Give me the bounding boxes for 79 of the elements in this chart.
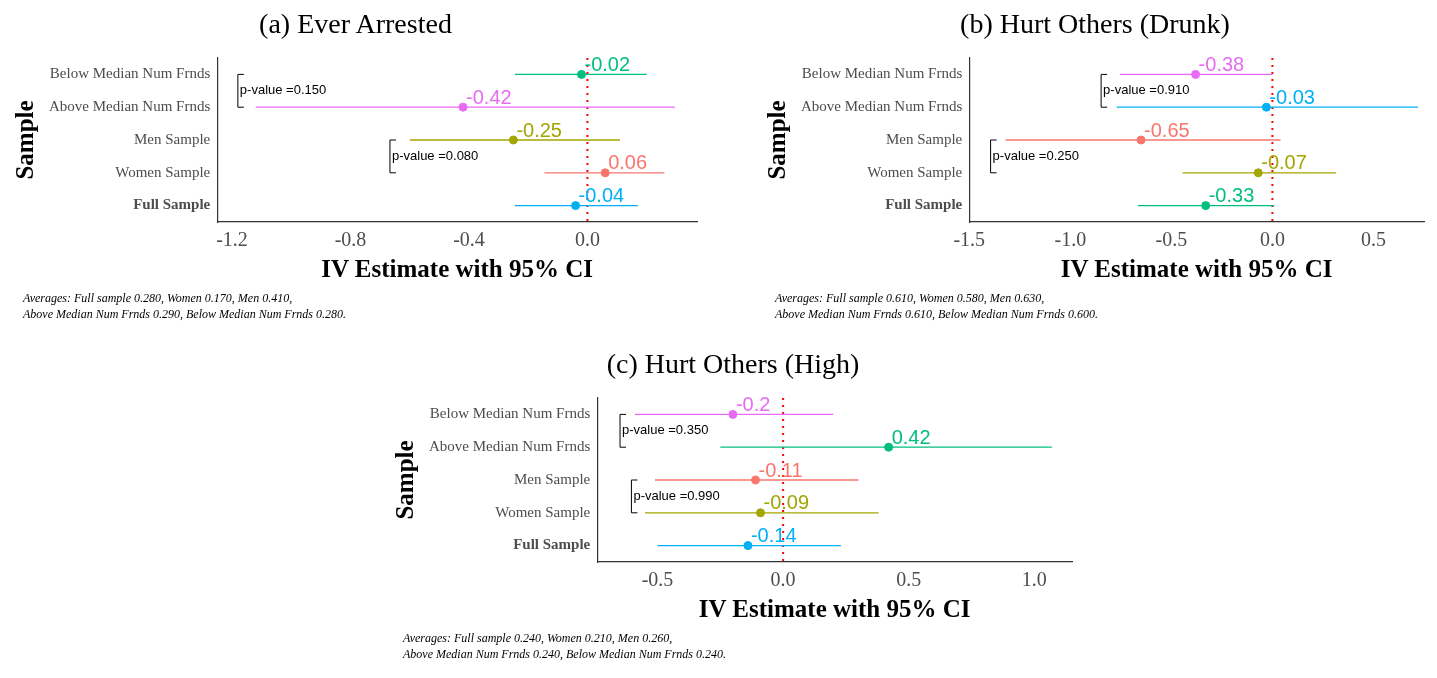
chart-title: (c) Hurt Others (High) [605, 348, 861, 381]
point [458, 102, 468, 112]
x-tick-label: -1.2 [216, 228, 248, 251]
data-label: -0.65 [1144, 118, 1190, 141]
point [600, 168, 610, 178]
y-axis-title: Sample [11, 100, 39, 180]
x-tick-label: -0.4 [453, 228, 485, 251]
y-tick-label: Full Sample [133, 196, 211, 213]
y-tick-label: Women Sample [115, 163, 211, 180]
text: Averages: Full sample 0.240, Women 0.210, Men 0.260, [403, 630, 674, 646]
text: Above Median Num Frnds 0.610, Below Median Num Frnds 0.600. [775, 306, 1099, 322]
x-tick-label: 0.5 [1360, 228, 1386, 251]
text: Averages: Full sample 0.610, Women 0.580, Men 0.630, [775, 290, 1046, 306]
point [1253, 168, 1263, 178]
x-tick-label: 0.0 [574, 228, 600, 251]
chart-title: (b) Hurt Others (Drunk) [959, 8, 1231, 41]
y-axis-title: Sample [763, 100, 791, 180]
point [756, 508, 766, 518]
x-tick-label: 0.0 [1259, 228, 1285, 251]
point [750, 475, 760, 485]
y-tick-label: Above Median Num Frnds [800, 98, 963, 115]
point [1261, 102, 1271, 112]
y-axis-title: Sample [391, 440, 419, 520]
y-tick-label: Full Sample [885, 196, 963, 213]
data-label: -0.04 [578, 184, 625, 207]
data-label: -0.02 [584, 52, 631, 75]
x-axis-title: IV Estimate with 95% CI [321, 255, 593, 283]
annotation: p-value =0.910 [1103, 82, 1190, 98]
point [884, 442, 894, 452]
y-tick-label: Women Sample [495, 503, 591, 520]
annotation: p-value =0.150 [239, 82, 327, 98]
y-tick-label: Above Median Num Frnds [428, 438, 591, 455]
y-tick-label: Above Median Num Frnds [48, 98, 211, 115]
x-tick-label: -0.5 [641, 568, 674, 591]
data-label: -0.14 [750, 524, 797, 547]
data-label: -0.07 [1261, 151, 1307, 174]
point [508, 135, 518, 145]
x-tick-label: -1.0 [1054, 228, 1087, 251]
x-tick-label: 0.5 [896, 568, 922, 591]
y-tick-label: Full Sample [513, 536, 591, 553]
y-tick-label: Below Median Num Frnds [801, 65, 963, 82]
x-axis-title: IV Estimate with 95% CI [1060, 255, 1333, 283]
data-label: -0.38 [1198, 52, 1245, 75]
data-label: 0.06 [608, 151, 648, 174]
x-tick-label: -1.5 [953, 228, 986, 251]
data-label: 0.42 [891, 425, 931, 448]
y-tick-label: Below Median Num Frnds [49, 65, 211, 82]
annotation: p-value =0.080 [391, 147, 479, 163]
x-axis-title: IV Estimate with 95% CI [698, 595, 971, 623]
point [1191, 69, 1201, 79]
y-tick-label: Men Sample [133, 130, 211, 147]
annotation: p-value =0.990 [633, 487, 720, 503]
annotation: p-value =0.350 [622, 422, 709, 438]
data-label: -0.03 [1269, 85, 1315, 108]
data-label: -0.42 [466, 85, 512, 108]
point [577, 69, 586, 79]
data-label: -0.2 [735, 392, 771, 415]
data-label: -0.25 [516, 118, 562, 141]
y-tick-label: Women Sample [867, 163, 963, 180]
text: Above Median Num Frnds 0.290, Below Median Num Frnds 0.280. [23, 306, 347, 322]
text: Above Median Num Frnds 0.240, Below Median Num Frnds 0.240. [403, 646, 727, 662]
annotation: p-value =0.250 [992, 147, 1079, 163]
x-tick-label: 1.0 [1021, 568, 1047, 591]
data-label: -0.09 [763, 491, 810, 514]
x-tick-label: -0.5 [1155, 228, 1188, 251]
text: Averages: Full sample 0.280, Women 0.170, Men 0.410, [23, 290, 294, 306]
y-tick-label: Men Sample [885, 130, 963, 147]
point [743, 541, 753, 551]
point [728, 409, 738, 419]
data-label: -0.33 [1208, 184, 1255, 207]
point [1136, 135, 1146, 145]
x-tick-label: 0.0 [770, 568, 796, 591]
x-tick-label: -0.8 [334, 228, 367, 251]
chart-title: (a) Ever Arrested [258, 8, 453, 41]
y-tick-label: Below Median Num Frnds [429, 405, 591, 422]
data-label: -0.11 [758, 458, 803, 481]
point [571, 201, 581, 211]
y-tick-label: Men Sample [513, 470, 591, 487]
point [1201, 201, 1211, 211]
